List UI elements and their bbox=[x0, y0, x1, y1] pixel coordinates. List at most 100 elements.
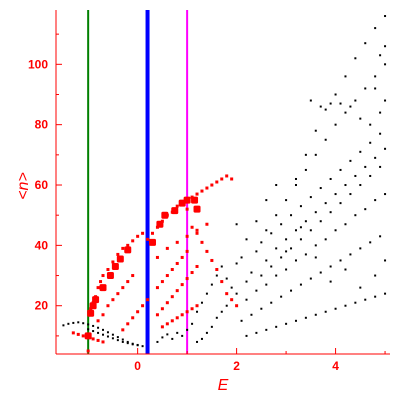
data-point bbox=[235, 292, 238, 295]
data-point bbox=[225, 174, 229, 178]
data-point bbox=[210, 325, 213, 328]
data-point bbox=[220, 280, 224, 284]
data-point bbox=[116, 252, 120, 256]
data-point bbox=[175, 240, 179, 244]
data-point bbox=[205, 222, 209, 226]
data-point bbox=[86, 349, 90, 353]
data-point bbox=[349, 193, 352, 196]
data-point bbox=[111, 337, 114, 340]
data-point bbox=[111, 333, 114, 336]
data-point bbox=[319, 271, 322, 274]
data-point bbox=[334, 229, 337, 232]
data-point bbox=[374, 199, 377, 202]
data-point bbox=[126, 340, 129, 343]
data-point bbox=[185, 277, 189, 281]
data-point bbox=[334, 93, 337, 96]
data-point bbox=[384, 259, 387, 262]
data-point bbox=[260, 241, 263, 244]
data-point bbox=[260, 274, 263, 277]
data-point bbox=[329, 102, 332, 105]
data-point bbox=[99, 284, 107, 292]
data-point bbox=[116, 336, 119, 339]
data-point bbox=[126, 322, 130, 326]
data-point bbox=[160, 307, 164, 311]
data-point bbox=[265, 229, 268, 232]
series-1 bbox=[62, 15, 387, 348]
data-point bbox=[245, 334, 248, 337]
data-point bbox=[240, 256, 243, 259]
data-point bbox=[155, 286, 159, 290]
data-point bbox=[131, 316, 135, 320]
data-point bbox=[344, 75, 347, 78]
data-point bbox=[384, 45, 387, 48]
data-point bbox=[72, 321, 75, 324]
data-point bbox=[175, 316, 179, 320]
data-point bbox=[102, 333, 105, 336]
data-point bbox=[329, 177, 332, 180]
data-point bbox=[364, 298, 367, 301]
data-point bbox=[225, 277, 228, 280]
data-point bbox=[255, 220, 258, 223]
y-tick-label: 80 bbox=[35, 118, 49, 132]
data-point bbox=[92, 330, 95, 333]
data-point bbox=[106, 268, 110, 272]
y-tick-label: 40 bbox=[35, 238, 49, 252]
x-tick-label: 2 bbox=[233, 359, 240, 373]
data-point bbox=[384, 15, 387, 18]
data-point bbox=[369, 241, 372, 244]
data-point bbox=[304, 153, 307, 156]
data-point bbox=[195, 264, 199, 268]
data-point bbox=[67, 322, 70, 325]
data-point bbox=[314, 313, 317, 316]
data-point bbox=[294, 259, 297, 262]
data-point bbox=[116, 255, 124, 263]
data-point bbox=[136, 234, 140, 238]
data-point bbox=[270, 232, 273, 235]
data-point bbox=[344, 184, 347, 187]
series-3 bbox=[84, 196, 201, 340]
data-series bbox=[62, 15, 387, 353]
data-point bbox=[344, 111, 347, 114]
data-point bbox=[379, 132, 382, 135]
data-point bbox=[299, 205, 302, 208]
data-point bbox=[180, 313, 184, 317]
data-point bbox=[160, 325, 164, 329]
data-point bbox=[235, 304, 239, 308]
data-point bbox=[339, 259, 342, 262]
data-point bbox=[131, 343, 134, 346]
data-point bbox=[116, 292, 120, 296]
data-point bbox=[294, 177, 297, 180]
data-point bbox=[374, 87, 377, 90]
data-point bbox=[334, 123, 337, 126]
data-point bbox=[299, 283, 302, 286]
data-point bbox=[176, 331, 179, 334]
data-point bbox=[359, 117, 362, 120]
data-point bbox=[180, 283, 184, 287]
data-point bbox=[344, 223, 347, 226]
data-point bbox=[319, 187, 322, 190]
data-point bbox=[314, 211, 317, 214]
data-point bbox=[250, 271, 253, 274]
data-point bbox=[186, 328, 189, 331]
data-point bbox=[195, 304, 199, 308]
data-point bbox=[304, 220, 307, 223]
data-point bbox=[205, 186, 209, 190]
data-point bbox=[190, 271, 194, 275]
data-point bbox=[359, 286, 362, 289]
data-point bbox=[171, 337, 174, 340]
data-point bbox=[121, 328, 125, 332]
data-point bbox=[170, 268, 174, 272]
data-point bbox=[359, 150, 362, 153]
ticks: 0 2 4 20 40 60 80 100 bbox=[28, 33, 386, 373]
data-point bbox=[230, 298, 234, 302]
data-point bbox=[374, 274, 377, 277]
data-point bbox=[220, 310, 223, 313]
data-point bbox=[384, 63, 387, 66]
data-point bbox=[220, 265, 223, 268]
data-point bbox=[265, 283, 268, 286]
data-point bbox=[220, 177, 224, 181]
data-point bbox=[190, 225, 194, 229]
y-tick-label: 20 bbox=[35, 299, 49, 313]
data-point bbox=[275, 247, 278, 250]
